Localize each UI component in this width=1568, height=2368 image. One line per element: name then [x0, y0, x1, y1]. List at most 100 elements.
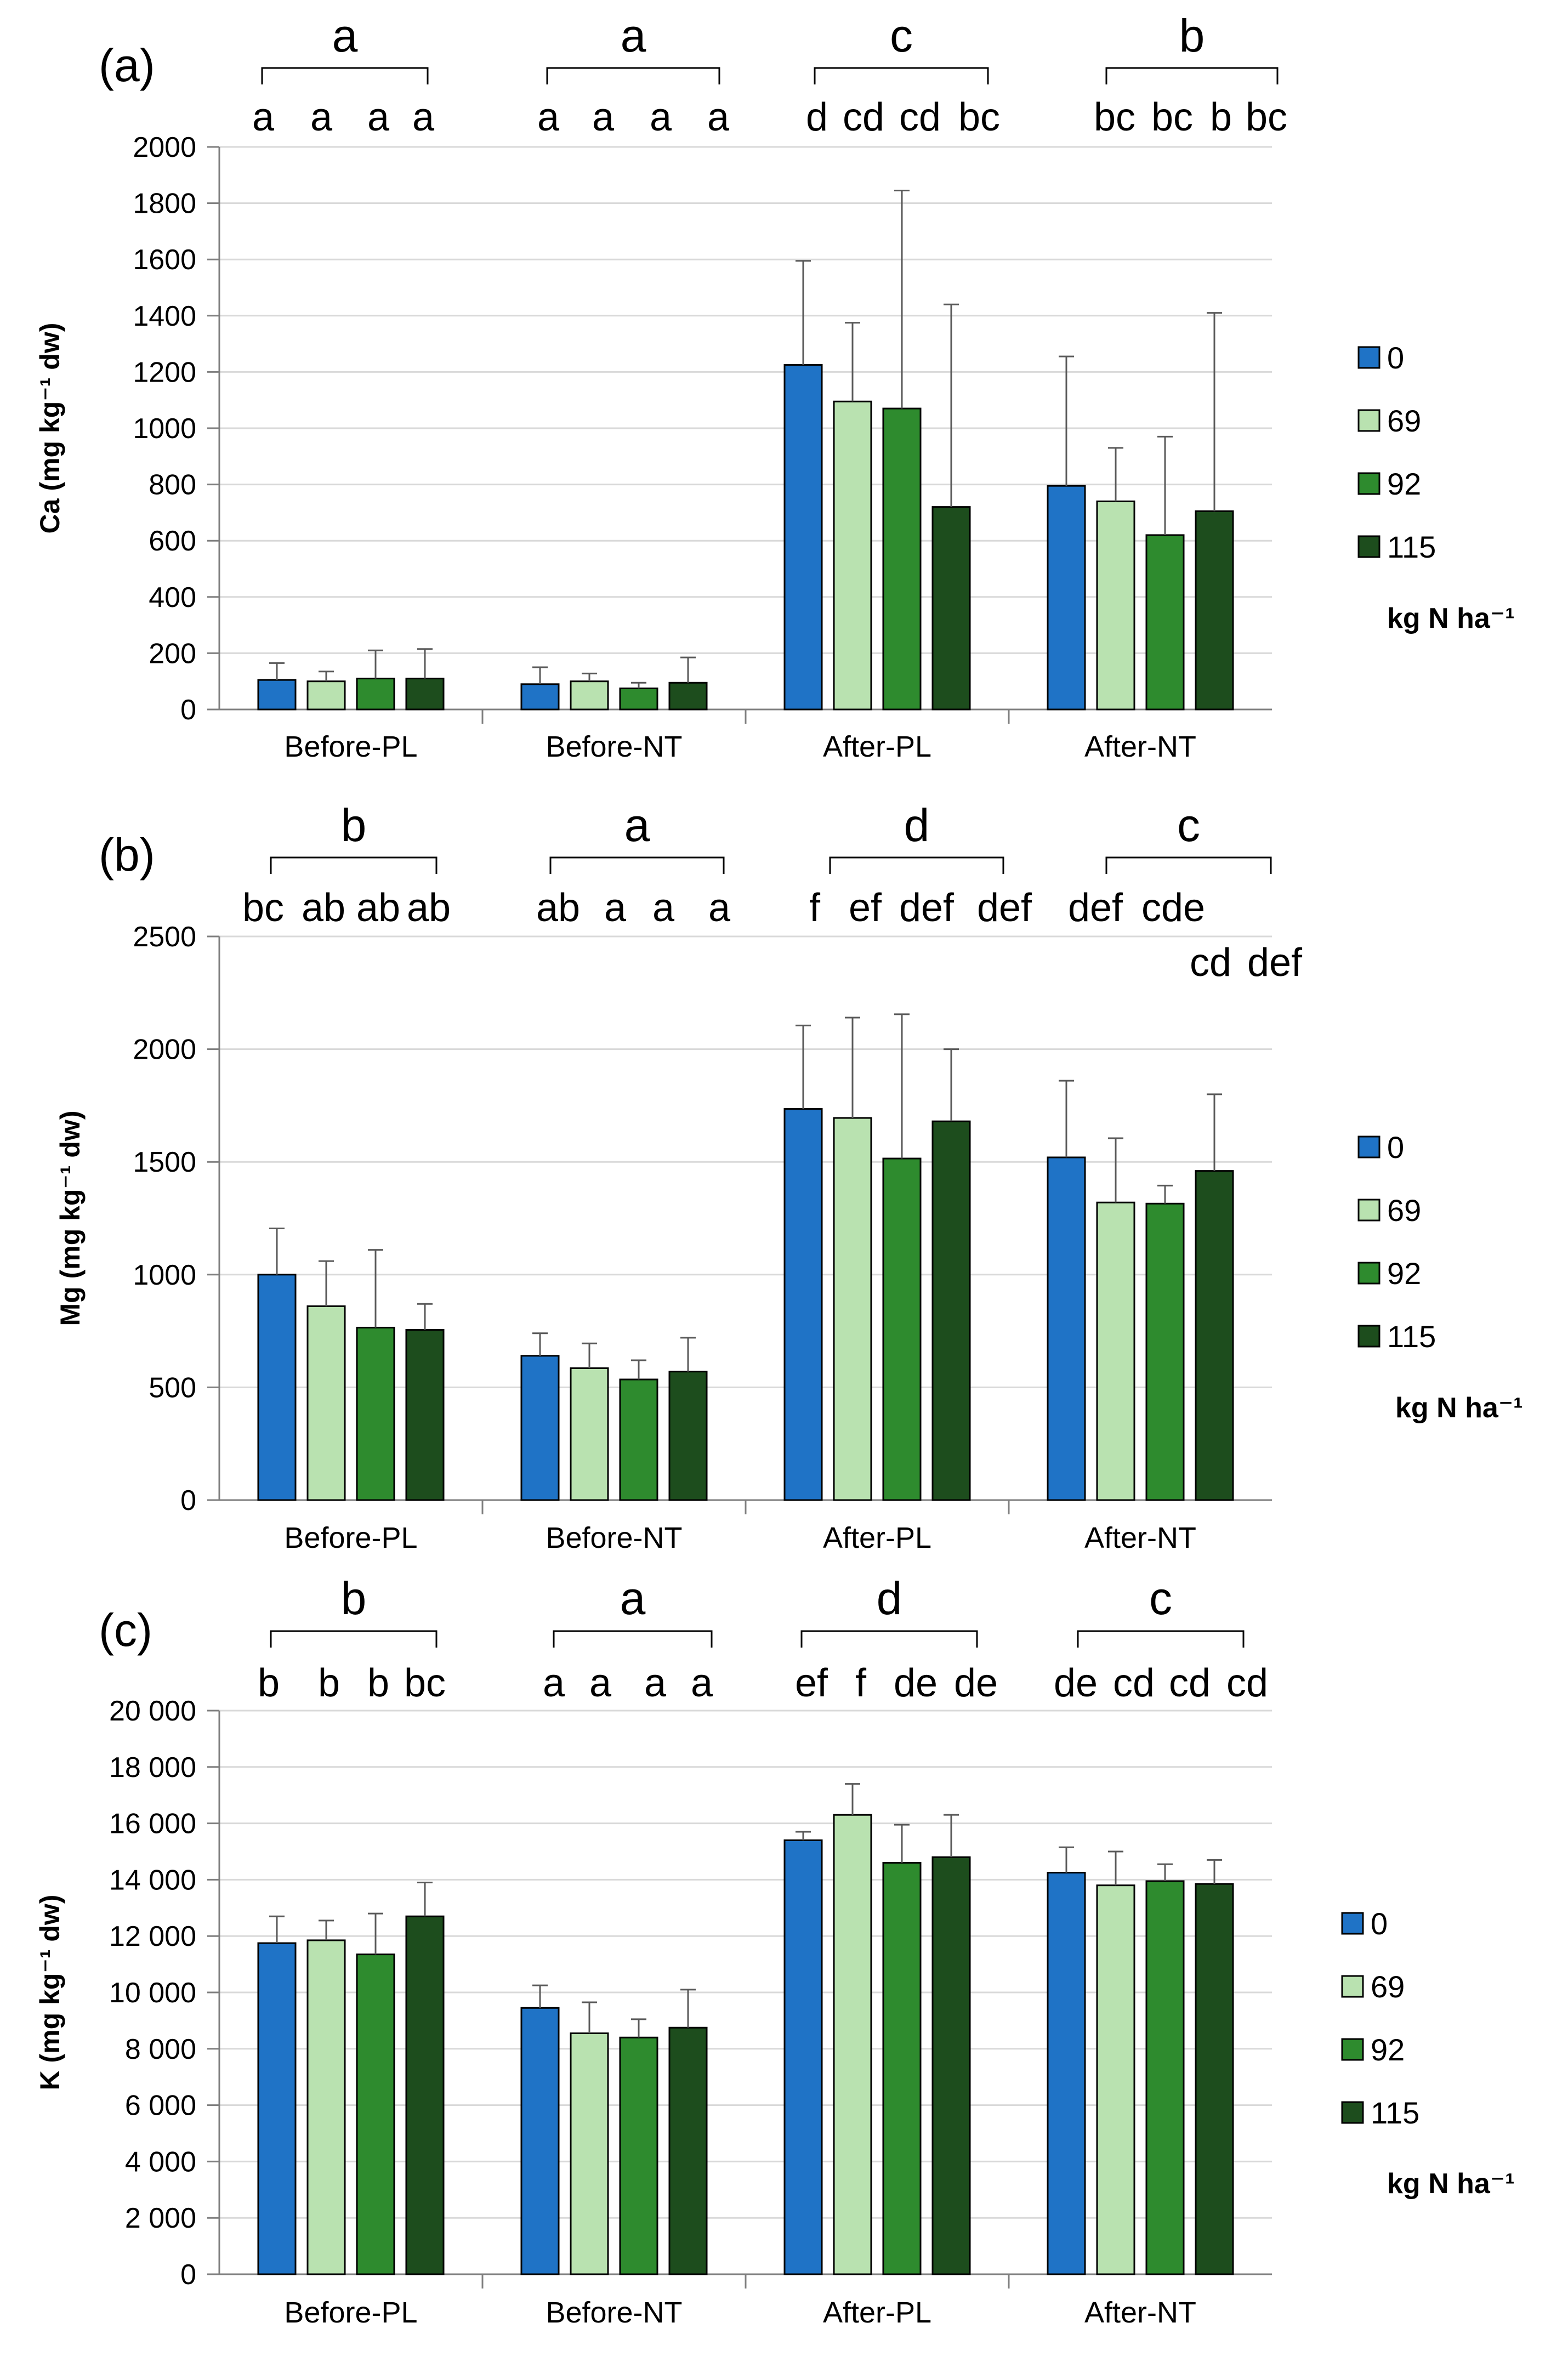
significance-letter: cd: [1169, 1661, 1211, 1705]
significance-letter: ab: [536, 886, 580, 930]
legend-swatch: [1341, 1975, 1364, 1998]
y-tick-label: 8 000: [125, 2034, 196, 2065]
significance-letter: cd: [843, 95, 884, 139]
group-letter: a: [620, 1572, 646, 1624]
bar: [356, 678, 395, 711]
group-letter: c: [890, 10, 913, 61]
bar: [257, 1274, 297, 1501]
significance-letter: bc: [958, 95, 1000, 139]
y-tick-label: 1500: [133, 1146, 196, 1178]
group-letter: c: [1149, 1572, 1172, 1624]
bar: [931, 1856, 971, 2275]
significance-letter: a: [650, 95, 672, 139]
significance-letter: a: [691, 1661, 713, 1705]
bar: [520, 683, 560, 711]
significance-letter: ab: [407, 886, 451, 930]
significance-letter: de: [1054, 1661, 1098, 1705]
bar: [1047, 1156, 1086, 1501]
bar: [668, 2026, 708, 2275]
legend-swatch: [1341, 2101, 1364, 2124]
y-tick-label: 20 000: [109, 1695, 196, 1727]
bar: [619, 688, 658, 711]
panel-label: (b): [99, 829, 155, 881]
x-tick-label: After-NT: [1084, 730, 1196, 763]
bar: [668, 682, 708, 711]
bar: [405, 1329, 445, 1501]
bar: [833, 1814, 872, 2275]
significance-letter: a: [543, 1661, 565, 1705]
legend-label: 0: [1371, 1906, 1388, 1941]
legend-swatch: [1357, 472, 1380, 495]
chart-panel-1: 0 500 1000 1500 2000 2500 Mg (mg kg⁻¹ dw) (b) Be…: [55, 799, 1523, 1554]
group-letter: c: [1177, 799, 1200, 851]
bar: [356, 1954, 395, 2275]
bar: [405, 678, 445, 711]
bar: [882, 407, 922, 711]
bar: [882, 1862, 922, 2275]
bar: [1096, 500, 1135, 711]
bar: [570, 2032, 609, 2275]
group-bracket: [270, 1630, 438, 1648]
significance-letter: def: [899, 886, 955, 930]
bar: [783, 364, 823, 711]
x-tick-label: After-NT: [1084, 1521, 1196, 1554]
bar: [356, 1326, 395, 1501]
significance-letter: b: [367, 1661, 389, 1705]
significance-letter: a: [252, 95, 275, 139]
significance-letter: a: [537, 95, 560, 139]
significance-letter: b: [318, 1661, 340, 1705]
significance-letter: def: [1247, 941, 1303, 985]
legend-label: 92: [1371, 2032, 1405, 2067]
group-bracket: [549, 856, 725, 874]
y-tick-label: 800: [149, 469, 196, 501]
y-tick-label: 400: [149, 582, 196, 614]
significance-letter: de: [954, 1661, 998, 1705]
y-tick-label: 1400: [133, 300, 196, 332]
group-bracket: [553, 1630, 713, 1648]
bar: [520, 2007, 560, 2275]
significance-letter: d: [806, 95, 828, 139]
legend-swatch: [1357, 1199, 1380, 1222]
group-bracket: [546, 67, 720, 84]
group-letter: b: [341, 799, 367, 851]
significance-letter: def: [977, 886, 1032, 930]
significance-letter: b: [258, 1661, 280, 1705]
bar: [570, 680, 609, 711]
bar: [306, 1939, 346, 2275]
bar: [1047, 485, 1086, 711]
legend-swatch: [1357, 346, 1380, 369]
legend-label: 69: [1387, 1193, 1421, 1228]
significance-letter: a: [707, 95, 730, 139]
group-bracket: [1077, 1630, 1245, 1648]
x-tick-label: After-PL: [823, 730, 931, 763]
legend-title: kg N ha⁻¹: [1387, 603, 1515, 634]
bar: [1145, 534, 1185, 711]
bar: [405, 1915, 445, 2275]
significance-letter: a: [644, 1661, 667, 1705]
significance-letter: bc: [1094, 95, 1135, 139]
group-bracket: [1105, 67, 1279, 84]
y-tick-label: 16 000: [109, 1808, 196, 1840]
legend-swatch: [1357, 1325, 1380, 1348]
chart-panel-0: 0 200 400 600 800 1000 1200 1400 1600 1800 2000 Ca …: [35, 10, 1515, 763]
y-tick-label: 2000: [133, 132, 196, 163]
y-tick-label: 0: [180, 1485, 196, 1517]
group-bracket: [1105, 856, 1272, 874]
group-letter: a: [624, 799, 650, 851]
legend-label: 92: [1387, 1256, 1421, 1291]
y-tick-label: 6 000: [125, 2090, 196, 2122]
y-tick-label: 2000: [133, 1034, 196, 1066]
y-tick-label: 0: [180, 2259, 196, 2291]
bar: [1096, 1201, 1135, 1501]
bar: [257, 679, 297, 711]
y-tick-label: 14 000: [109, 1864, 196, 1896]
legend-label: 115: [1371, 2096, 1419, 2130]
y-tick-label: 1000: [133, 1259, 196, 1291]
y-tick-label: 0: [180, 694, 196, 726]
bar: [833, 400, 872, 711]
y-tick-label: 12 000: [109, 1921, 196, 1952]
bar: [619, 1378, 658, 1501]
significance-letter: cd: [1226, 1661, 1268, 1705]
significance-letter: a: [604, 886, 627, 930]
group-letter: a: [621, 10, 646, 61]
